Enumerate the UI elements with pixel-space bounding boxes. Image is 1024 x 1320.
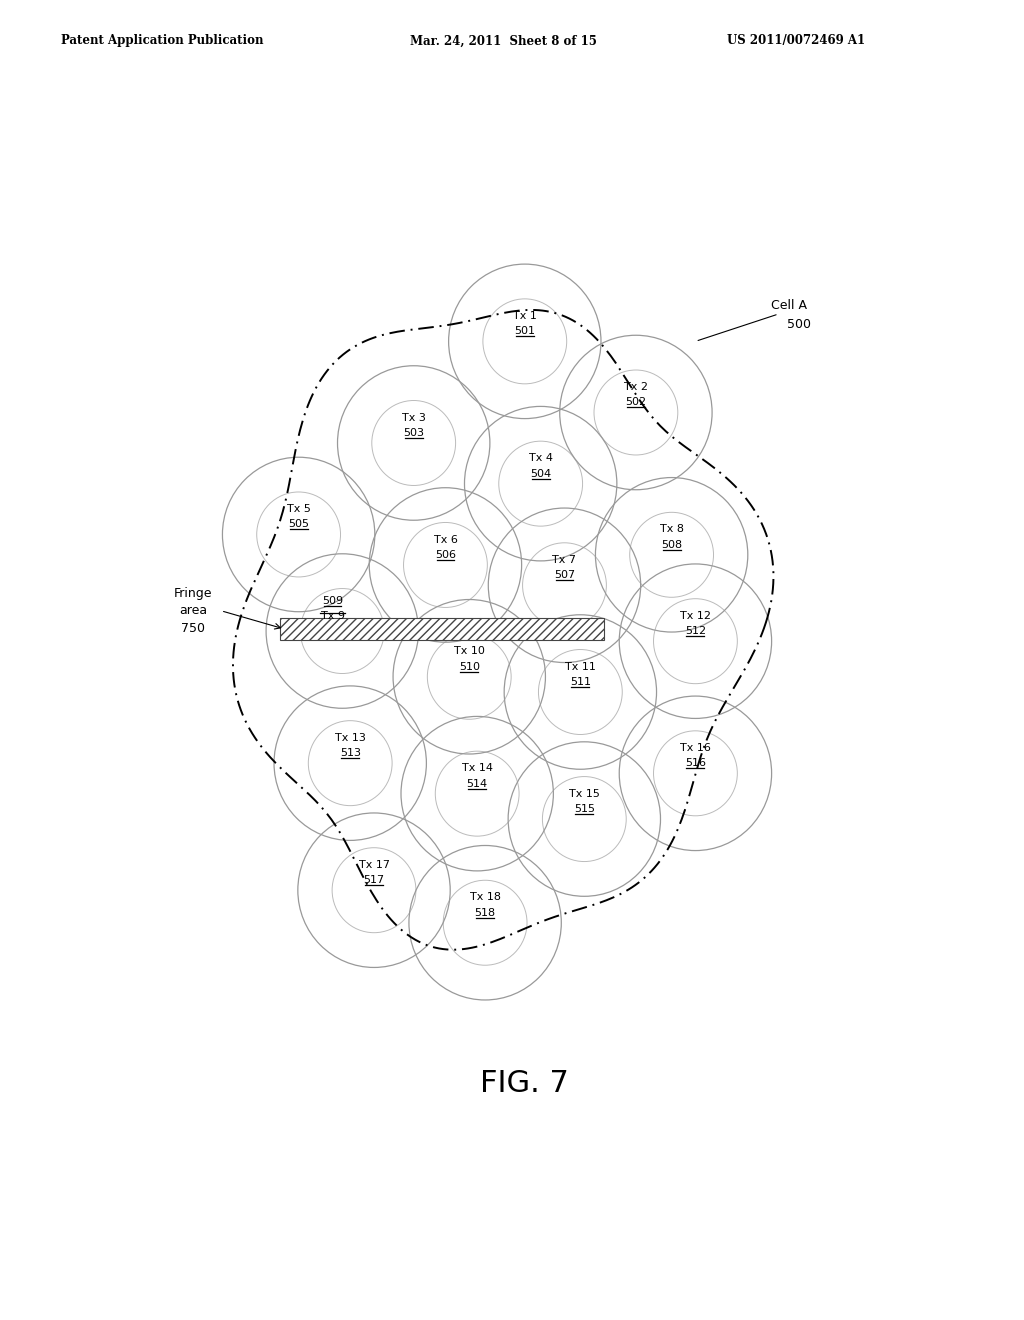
- Text: Patent Application Publication: Patent Application Publication: [61, 34, 264, 48]
- Text: area: area: [179, 605, 207, 618]
- Text: 515: 515: [573, 804, 595, 814]
- Text: Tx 8: Tx 8: [659, 524, 684, 535]
- Bar: [281, 618, 604, 640]
- Text: 517: 517: [364, 875, 385, 886]
- Text: US 2011/0072469 A1: US 2011/0072469 A1: [727, 34, 865, 48]
- Text: Tx 3: Tx 3: [401, 413, 426, 422]
- Text: Tx 15: Tx 15: [569, 789, 600, 799]
- Text: 504: 504: [530, 469, 551, 479]
- Text: Tx 5: Tx 5: [287, 504, 310, 515]
- Text: 506: 506: [435, 550, 456, 560]
- Text: Tx 1: Tx 1: [513, 312, 537, 321]
- Text: 511: 511: [569, 677, 591, 686]
- Text: Tx 7: Tx 7: [553, 554, 577, 565]
- Text: Tx 9: Tx 9: [321, 611, 345, 620]
- Text: 500: 500: [786, 318, 811, 330]
- Text: 514: 514: [467, 779, 487, 788]
- Text: Tx 10: Tx 10: [454, 647, 484, 656]
- Text: Tx 11: Tx 11: [565, 661, 596, 672]
- Text: Tx 16: Tx 16: [680, 743, 711, 752]
- Text: 513: 513: [340, 748, 360, 758]
- Text: Cell A: Cell A: [771, 300, 807, 313]
- Text: Fringe: Fringe: [174, 587, 212, 599]
- Text: 509: 509: [323, 595, 343, 606]
- Text: 508: 508: [662, 540, 682, 549]
- Text: 505: 505: [288, 519, 309, 529]
- Text: 750: 750: [181, 623, 205, 635]
- Text: 507: 507: [554, 570, 575, 581]
- Text: Tx 4: Tx 4: [528, 453, 553, 463]
- Text: 516: 516: [685, 758, 706, 768]
- Text: 518: 518: [474, 908, 496, 917]
- Text: Tx 17: Tx 17: [358, 859, 389, 870]
- Text: Mar. 24, 2011  Sheet 8 of 15: Mar. 24, 2011 Sheet 8 of 15: [410, 34, 596, 48]
- Text: 502: 502: [626, 397, 646, 408]
- Text: Tx 13: Tx 13: [335, 733, 366, 743]
- Text: Tx 18: Tx 18: [470, 892, 501, 903]
- Text: Tx 6: Tx 6: [433, 535, 458, 545]
- Text: 512: 512: [685, 626, 706, 636]
- Text: 510: 510: [459, 661, 480, 672]
- Text: Tx 14: Tx 14: [462, 763, 493, 774]
- Text: Tx 2: Tx 2: [624, 383, 648, 392]
- Text: FIG. 7: FIG. 7: [480, 1069, 569, 1098]
- Text: 501: 501: [514, 326, 536, 337]
- Text: 503: 503: [403, 428, 424, 438]
- Text: Tx 12: Tx 12: [680, 611, 711, 620]
